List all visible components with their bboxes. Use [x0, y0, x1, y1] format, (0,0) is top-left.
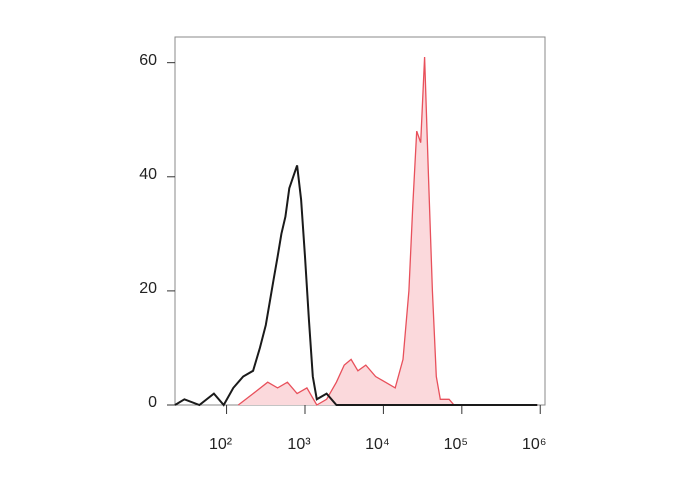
y-tick-label: 0: [148, 394, 157, 411]
y-tick-label: 40: [139, 166, 157, 183]
x-tick-label: 10³: [287, 436, 311, 453]
x-tick-label: 10²: [209, 436, 233, 453]
histogram-line: [174, 165, 538, 407]
y-tick-label: 20: [139, 280, 157, 297]
x-tick-label: 10⁴: [365, 436, 390, 453]
histogram-area: [238, 57, 538, 405]
histogram-line: [237, 56, 538, 406]
x-tick-label: 10⁶: [522, 436, 546, 453]
x-tick-label: 10⁵: [444, 436, 468, 453]
y-tick-label: 60: [139, 52, 157, 69]
plot-frame: [174, 36, 546, 406]
